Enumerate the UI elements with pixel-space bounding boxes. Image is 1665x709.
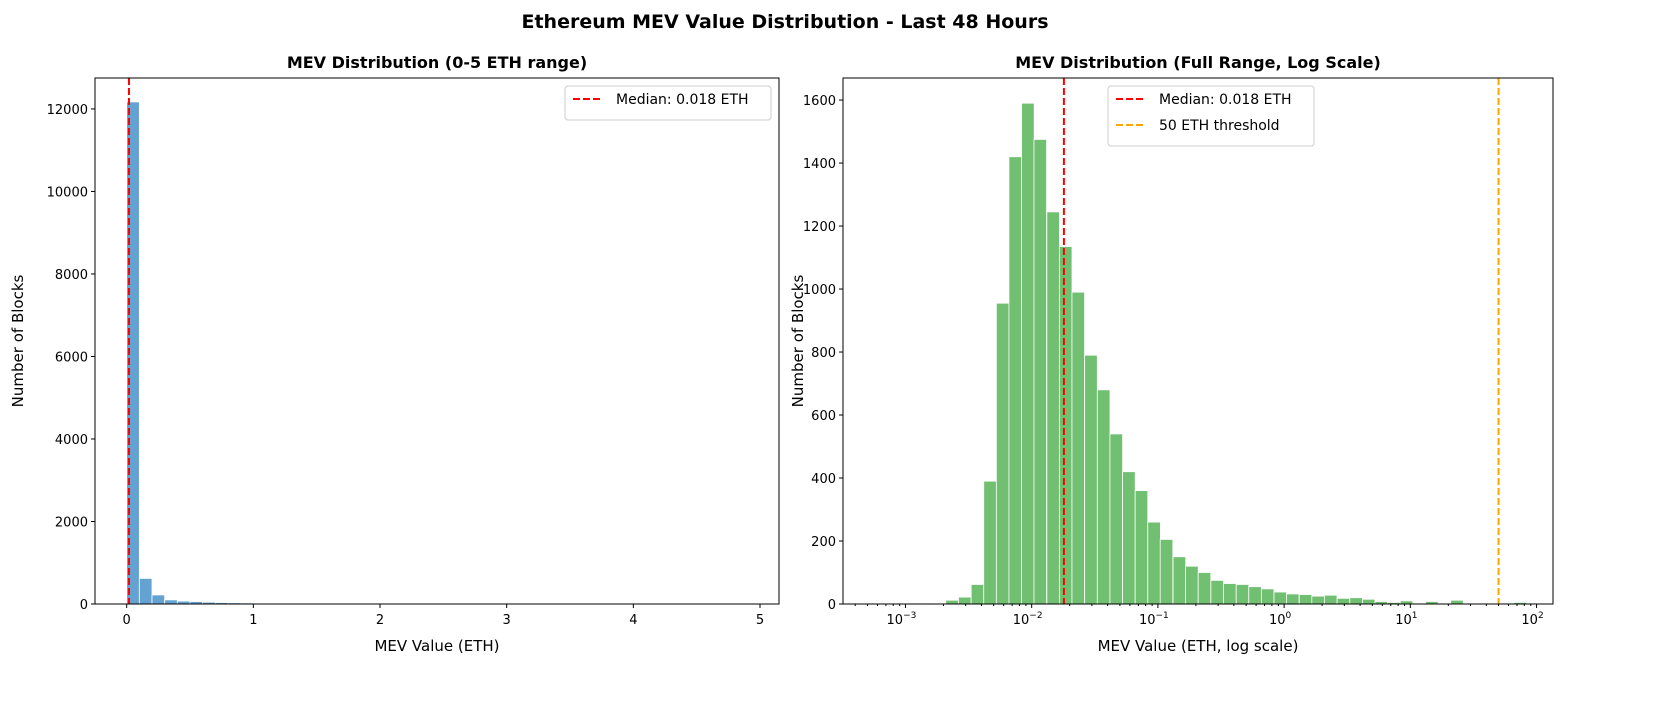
histogram-bar (945, 599, 959, 605)
chart-title: MEV Distribution (0-5 ETH range) (287, 53, 587, 72)
legend-box (564, 85, 772, 121)
x-tick-label: 3 (503, 613, 511, 628)
histogram-bar (1109, 433, 1123, 605)
x-tick-label: 2 (376, 613, 384, 628)
histogram-bar (1147, 521, 1161, 605)
y-tick-label: 0 (828, 598, 836, 613)
x-axis-label: MEV Value (ETH, log scale) (1098, 637, 1299, 655)
y-tick-label: 4000 (55, 433, 88, 448)
histogram-bar (1172, 556, 1187, 605)
y-tick-label: 400 (811, 472, 836, 487)
histogram-bar (1033, 139, 1047, 605)
histogram-bar (1071, 291, 1085, 605)
histogram-bar (1450, 599, 1464, 605)
y-tick-label: 200 (811, 535, 836, 550)
y-tick-label: 800 (811, 346, 836, 361)
x-tick-label: 4 (629, 613, 637, 628)
left-chart: 0 2000 4000 6000 8000 10000 12000 0 1 2 3 4 5 MEV Dis… (9, 53, 780, 655)
histogram-bar (1273, 591, 1288, 605)
histogram-bar (1248, 586, 1262, 605)
y-tick-label: 6000 (55, 350, 88, 365)
y-axis-label: Number of Blocks (9, 275, 27, 408)
legend-label: Median: 0.018 ETH (616, 92, 749, 108)
histogram-bar (1311, 595, 1325, 605)
histogram-bar (1021, 102, 1035, 605)
x-axis-label: MEV Value (ETH) (374, 637, 499, 655)
y-tick-label: 600 (811, 409, 836, 424)
y-tick-label: 2000 (55, 515, 88, 530)
histogram-bar (1058, 246, 1073, 605)
axes-frame (842, 77, 1554, 605)
histogram-bar (1260, 588, 1275, 605)
x-tick-label: 100 (1269, 611, 1292, 628)
x-tick-label: 101 (1395, 611, 1417, 628)
chart-title: MEV Distribution (Full Range, Log Scale) (1015, 53, 1381, 72)
y-tick-label: 8000 (55, 268, 88, 283)
y-tick-label: 1400 (803, 157, 836, 172)
histogram-bar (138, 578, 153, 605)
x-tick-label: 1 (249, 613, 257, 628)
x-tick-label: 10−2 (1013, 611, 1043, 628)
histogram-bar (1223, 583, 1237, 605)
legend-label: 50 ETH threshold (1159, 118, 1280, 134)
histogram-bar (1336, 597, 1351, 605)
histogram-bar (958, 596, 972, 605)
y-tick-label: 1000 (803, 283, 836, 298)
y-tick-label: 1600 (803, 94, 836, 109)
y-tick-label: 10000 (47, 185, 88, 200)
histogram-bar (1210, 579, 1224, 605)
y-tick-label: 12000 (47, 103, 88, 118)
histogram-bar (1361, 598, 1376, 605)
histogram-bar (1008, 156, 1022, 605)
histogram-bar (1122, 471, 1136, 605)
figure-title: Ethereum MEV Value Distribution - Last 4… (521, 11, 1048, 33)
x-tick-label: 102 (1521, 611, 1543, 628)
x-tick-label: 10−3 (887, 611, 917, 628)
histogram-bar (970, 584, 985, 605)
legend-label: Median: 0.018 ETH (1159, 92, 1292, 108)
histogram-bar (1197, 572, 1212, 605)
y-tick-label: 1200 (803, 220, 836, 235)
histogram-bar (1235, 584, 1250, 605)
axes-frame (94, 77, 780, 605)
x-tick-label: 0 (123, 613, 131, 628)
legend: Median: 0.018 ETH (564, 85, 772, 121)
histogram-bar (151, 594, 166, 605)
x-tick-label: 5 (756, 613, 764, 628)
x-tick-label: 10−1 (1139, 611, 1169, 628)
histogram-bar (1096, 389, 1111, 605)
histogram-bar (1286, 593, 1300, 605)
histogram-bar (1298, 594, 1313, 605)
histogram-bar (983, 480, 997, 605)
y-tick-label: 0 (80, 598, 88, 613)
histogram-bar (1324, 594, 1338, 605)
histogram-bar (1046, 211, 1060, 605)
legend-box (1107, 85, 1315, 147)
right-chart: 0 200 400 600 800 1000 1200 1400 1600 10−3 10−2 10−… (789, 53, 1554, 655)
legend: Median: 0.018 ETH 50 ETH threshold (1107, 85, 1315, 147)
histogram-bar (1349, 597, 1363, 605)
histogram-bar (1185, 565, 1199, 605)
y-axis-label: Number of Blocks (789, 275, 807, 408)
histogram-bar (1084, 354, 1098, 605)
histogram-bar (164, 599, 178, 605)
histogram-bar (1159, 539, 1174, 605)
histogram-bar (1134, 490, 1149, 605)
histogram-bar (995, 302, 1010, 605)
